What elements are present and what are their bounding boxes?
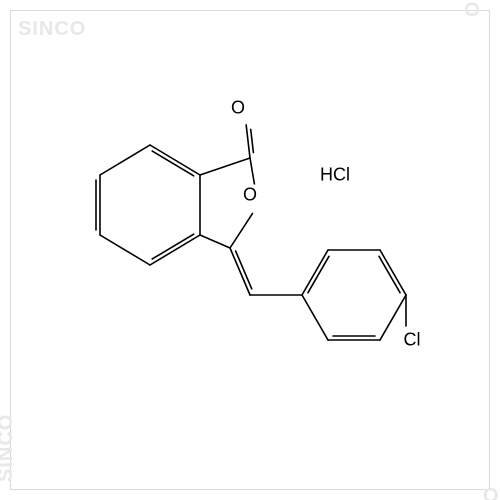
salt-label: HCl: [320, 165, 350, 186]
molecule-structure: [0, 0, 500, 500]
atom-label-Cl: Cl: [403, 330, 422, 351]
atom-label-O_ring: O: [242, 185, 258, 206]
atom-label-O_carbonyl: O: [230, 98, 246, 119]
